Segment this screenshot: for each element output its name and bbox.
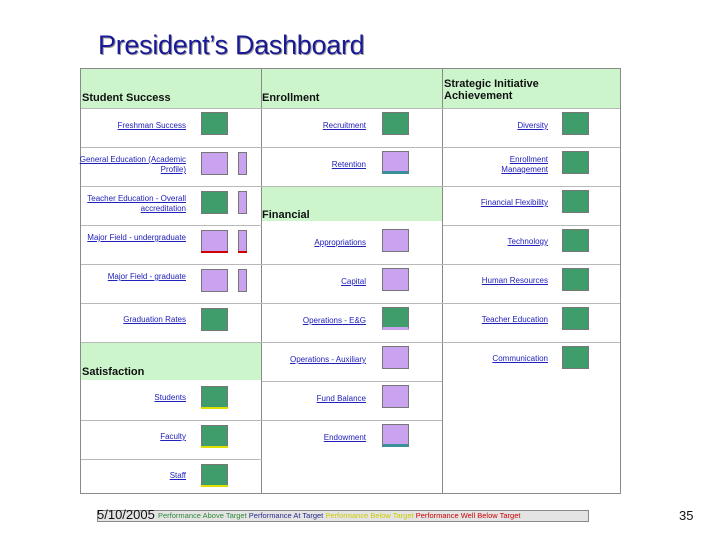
- dashboard-grid: Student Success Enrollment Strategic Ini…: [80, 68, 621, 494]
- status-indicator-technology: [562, 229, 589, 252]
- row-divider: [81, 342, 620, 343]
- legend-below-target: Performance Below Target: [325, 511, 414, 520]
- status-indicator-capital: [382, 268, 409, 291]
- status-indicator-graduation-rates: [201, 308, 228, 331]
- header-enrollment: Enrollment: [262, 92, 320, 104]
- metric-label-endowment[interactable]: Endowment: [323, 433, 366, 442]
- row-divider: [81, 420, 442, 421]
- metric-label-appropriations[interactable]: Appropriations: [314, 238, 366, 247]
- legend-well-below-target: Performance Well Below Target: [415, 511, 521, 520]
- status-underline-yellow: [201, 485, 228, 487]
- page-number: 35: [679, 508, 694, 523]
- status-indicator-faculty: [201, 425, 228, 448]
- status-indicator-operations-auxiliary: [382, 346, 409, 369]
- legend-above-target: Performance Above Target: [158, 511, 247, 520]
- metric-label-human-resources[interactable]: Human Resources: [481, 276, 548, 285]
- metric-label-students[interactable]: Students: [154, 393, 186, 402]
- metric-label-teacher-education[interactable]: Teacher Education: [481, 315, 548, 324]
- metric-label-fund-balance[interactable]: Fund Balance: [316, 394, 366, 403]
- metric-label-freshman-success[interactable]: Freshman Success: [117, 121, 186, 130]
- metric-label-major-field-graduate[interactable]: Major Field - graduate: [107, 272, 186, 281]
- metric-label-diversity[interactable]: Diversity: [517, 121, 548, 130]
- header-student-success: Student Success: [82, 92, 171, 104]
- metric-label-operations-eg[interactable]: Operations - E&G: [302, 316, 366, 325]
- status-indicator-enrollment-management: [562, 151, 589, 174]
- column-divider-2: [442, 69, 443, 493]
- status-indicator-freshman-success: [201, 112, 228, 135]
- status-indicator-teacher-education: [201, 191, 228, 214]
- metric-label-financial-flexibility[interactable]: Financial Flexibility: [480, 198, 548, 207]
- header-band-financial: [262, 186, 442, 221]
- metric-label-teacher-education-accreditation[interactable]: Teacher Education - Overall accreditatio…: [87, 194, 186, 213]
- metric-label-staff[interactable]: Staff: [169, 471, 186, 480]
- header-strategic-initiative: Strategic Initiative Achievement: [444, 78, 539, 102]
- status-underline-red: [201, 251, 228, 253]
- row-divider: [81, 225, 262, 226]
- row-divider: [81, 186, 620, 187]
- status-indicator-communication: [562, 346, 589, 369]
- row-divider: [81, 459, 262, 460]
- legend-bar: Performance Above Target Performance At …: [97, 510, 589, 522]
- footer-date: 5/10/2005: [97, 507, 155, 522]
- trend-underline-red: [238, 251, 247, 253]
- metric-label-capital[interactable]: Capital: [341, 277, 366, 286]
- row-divider: [81, 303, 620, 304]
- column-divider-1: [261, 69, 262, 493]
- row-divider: [81, 264, 620, 265]
- row-divider: [443, 225, 620, 226]
- legend-at-target: Performance At Target: [248, 511, 324, 520]
- trend-bar-teacher-education: [238, 191, 247, 214]
- metric-label-faculty[interactable]: Faculty: [160, 432, 186, 441]
- status-indicator-operations-eg: [382, 307, 409, 330]
- header-satisfaction: Satisfaction: [82, 366, 145, 378]
- metric-label-enrollment-management[interactable]: Enrollment Management: [501, 155, 548, 174]
- row-divider: [81, 147, 620, 148]
- status-indicator-diversity: [562, 112, 589, 135]
- status-indicator-fund-balance: [382, 385, 409, 408]
- trend-bar-major-field-graduate: [238, 269, 247, 292]
- status-underline-yellow: [201, 446, 228, 448]
- status-indicator-recruitment: [382, 112, 409, 135]
- status-indicator-major-field-graduate: [201, 269, 228, 292]
- status-indicator-major-field-undergraduate: [201, 230, 228, 253]
- page-title: President’s Dashboard: [98, 30, 365, 60]
- trend-bar-general-education: [238, 152, 247, 175]
- metric-label-operations-auxiliary[interactable]: Operations - Auxiliary: [289, 355, 366, 364]
- metric-label-communication[interactable]: Communication: [492, 354, 548, 363]
- row-divider: [262, 381, 442, 382]
- metric-label-graduation-rates[interactable]: Graduation Rates: [123, 315, 186, 324]
- status-indicator-staff: [201, 464, 228, 487]
- header-band-top: [81, 69, 620, 108]
- status-indicator-endowment: [382, 424, 409, 447]
- status-indicator-teacher-education-initiative: [562, 307, 589, 330]
- header-band-satisfaction: [81, 342, 262, 380]
- trend-bar-major-field-undergraduate: [238, 230, 247, 253]
- metric-label-technology[interactable]: Technology: [507, 237, 548, 246]
- status-indicator-appropriations: [382, 229, 409, 252]
- row-divider: [81, 108, 620, 109]
- metric-label-recruitment[interactable]: Recruitment: [322, 121, 366, 130]
- metric-label-major-field-undergraduate[interactable]: Major Field - undergraduate: [87, 233, 186, 242]
- status-indicator-students: [201, 386, 228, 409]
- metric-label-general-education[interactable]: General Education (Academic Profile): [79, 155, 186, 174]
- status-indicator-financial-flexibility: [562, 190, 589, 213]
- status-indicator-general-education: [201, 152, 228, 175]
- status-indicator-retention: [382, 151, 409, 174]
- status-indicator-human-resources: [562, 268, 589, 291]
- status-underline-yellow: [201, 407, 228, 409]
- header-financial: Financial: [262, 209, 310, 221]
- metric-label-retention[interactable]: Retention: [331, 160, 366, 169]
